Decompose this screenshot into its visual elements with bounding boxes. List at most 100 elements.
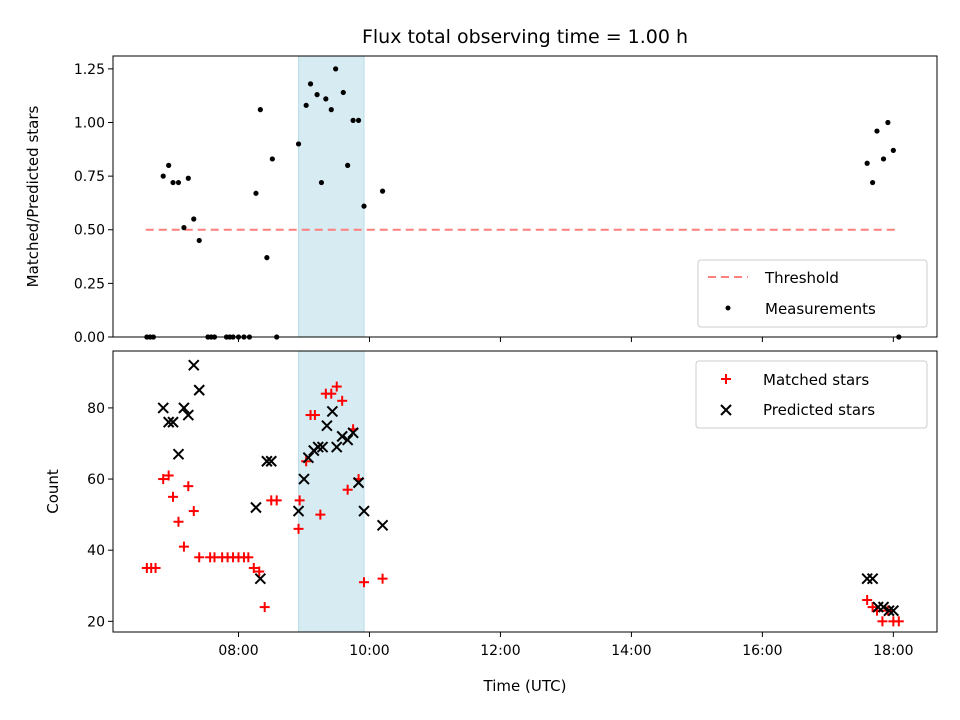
measurement-point (355, 117, 362, 123)
predicted-star-point (326, 405, 339, 418)
y-tick-label: 0.25 (74, 276, 105, 292)
predicted-star-point (162, 416, 175, 428)
measurement-point (318, 179, 325, 186)
measurement-point (196, 237, 202, 244)
chart-title: Flux total observing time = 1.00 h (362, 26, 688, 48)
measurement-point (191, 216, 197, 222)
matched-star-point (342, 484, 353, 495)
measurement-point (170, 179, 176, 186)
matched-star-point (326, 388, 337, 399)
measurement-point (379, 188, 386, 194)
x-tick-label: 18:00 (873, 643, 913, 659)
ratio-y-ticks: 0.00 0.25 0.50 0.75 1.00 1.25 (74, 62, 113, 346)
predicted-star-point (167, 416, 179, 428)
matched-star-point (178, 541, 189, 552)
matched-star-point (150, 562, 161, 573)
measurement-point (880, 156, 887, 162)
matched-star-point (243, 552, 254, 563)
predicted-star-point (178, 402, 190, 414)
predicted-star-point (358, 505, 370, 517)
matched-stars-points (141, 381, 904, 627)
ratio-y-axis-label: Matched/Predicted stars (24, 106, 42, 288)
predicted-star-point (336, 430, 348, 443)
predicted-star-point (157, 402, 169, 414)
legend-plus-marker (721, 374, 731, 384)
measurement-point (333, 66, 339, 72)
matched-star-point (294, 495, 305, 506)
matched-star-point (188, 506, 199, 517)
matched-star-point (248, 562, 259, 573)
y-tick-label: 60 (87, 472, 105, 488)
matched-star-point (194, 552, 205, 563)
measurement-point (166, 162, 172, 168)
predicted-star-point (352, 476, 365, 489)
matched-star-point (173, 516, 184, 527)
legend-matched-label: Matched stars (763, 371, 869, 389)
predicted-star-point (261, 455, 273, 467)
predicted-star-point (376, 519, 389, 531)
predicted-star-point (866, 572, 879, 585)
measurement-point (328, 107, 334, 113)
matched-star-point (158, 474, 169, 485)
predicted-star-point (254, 572, 267, 585)
matched-star-point (271, 495, 282, 506)
count-legend: Matched stars Predicted stars (695, 360, 928, 429)
count-y-axis-label: Count (44, 469, 62, 514)
count-y-ticks: 20 40 60 80 (87, 401, 113, 630)
matched-star-point (315, 509, 326, 520)
measurement-point (870, 179, 876, 186)
predicted-star-point (292, 505, 305, 517)
measurement-point (323, 96, 329, 102)
measurement-point (175, 179, 182, 186)
measurement-point (350, 117, 356, 123)
count-legend-box (695, 360, 928, 429)
matched-star-point (168, 491, 179, 502)
y-tick-label: 0.00 (74, 330, 105, 346)
predicted-star-point (265, 455, 277, 467)
ratio-panel: 0.00 0.25 0.50 0.75 1.00 1.25 Flux total obse… (24, 26, 938, 346)
matched-star-point (293, 523, 304, 534)
predicted-star-point (172, 448, 185, 460)
matched-star-point (163, 470, 174, 481)
measurement-point (874, 128, 880, 134)
predicted-star-point (188, 359, 200, 371)
matched-star-point (309, 410, 320, 421)
measurement-point (314, 92, 320, 98)
y-tick-label: 40 (87, 543, 105, 559)
predicted-star-point (193, 384, 205, 396)
measurement-point (340, 89, 346, 96)
legend-measurements-swatch (725, 305, 731, 311)
predicted-star-point (883, 604, 895, 617)
measurement-point (307, 81, 314, 87)
y-tick-label: 1.25 (74, 62, 105, 78)
measurement-point (890, 147, 896, 153)
y-tick-label: 0.50 (74, 223, 105, 239)
count-x-ticks: 08:00 10:00 12:00 14:00 16:00 18:00 (218, 632, 914, 659)
legend-predicted-swatch (720, 404, 732, 416)
measurement-point (253, 190, 259, 196)
predicted-star-point (341, 434, 354, 446)
measurement-point (181, 225, 187, 231)
x-tick-label: 08:00 (218, 643, 258, 659)
legend-x-marker (720, 404, 732, 416)
matched-star-point (877, 616, 888, 627)
measurement-point (864, 160, 870, 166)
predicted-stars-points (157, 359, 900, 617)
measurement-point (160, 173, 166, 179)
count-panel-frame (112, 350, 938, 633)
matched-star-point (183, 481, 194, 492)
x-tick-label: 12:00 (480, 643, 520, 659)
predicted-star-point (877, 601, 890, 613)
x-tick-label: 14:00 (611, 643, 651, 659)
legend-matched-swatch (721, 374, 731, 384)
predicted-star-point (316, 441, 329, 453)
x-axis-label: Time (UTC) (483, 677, 567, 695)
predicted-star-point (250, 501, 262, 514)
measurement-point (361, 203, 367, 209)
measurement-point (303, 102, 309, 108)
matched-star-point (377, 573, 388, 584)
measurement-point (185, 175, 191, 181)
predicted-star-point (182, 409, 195, 421)
